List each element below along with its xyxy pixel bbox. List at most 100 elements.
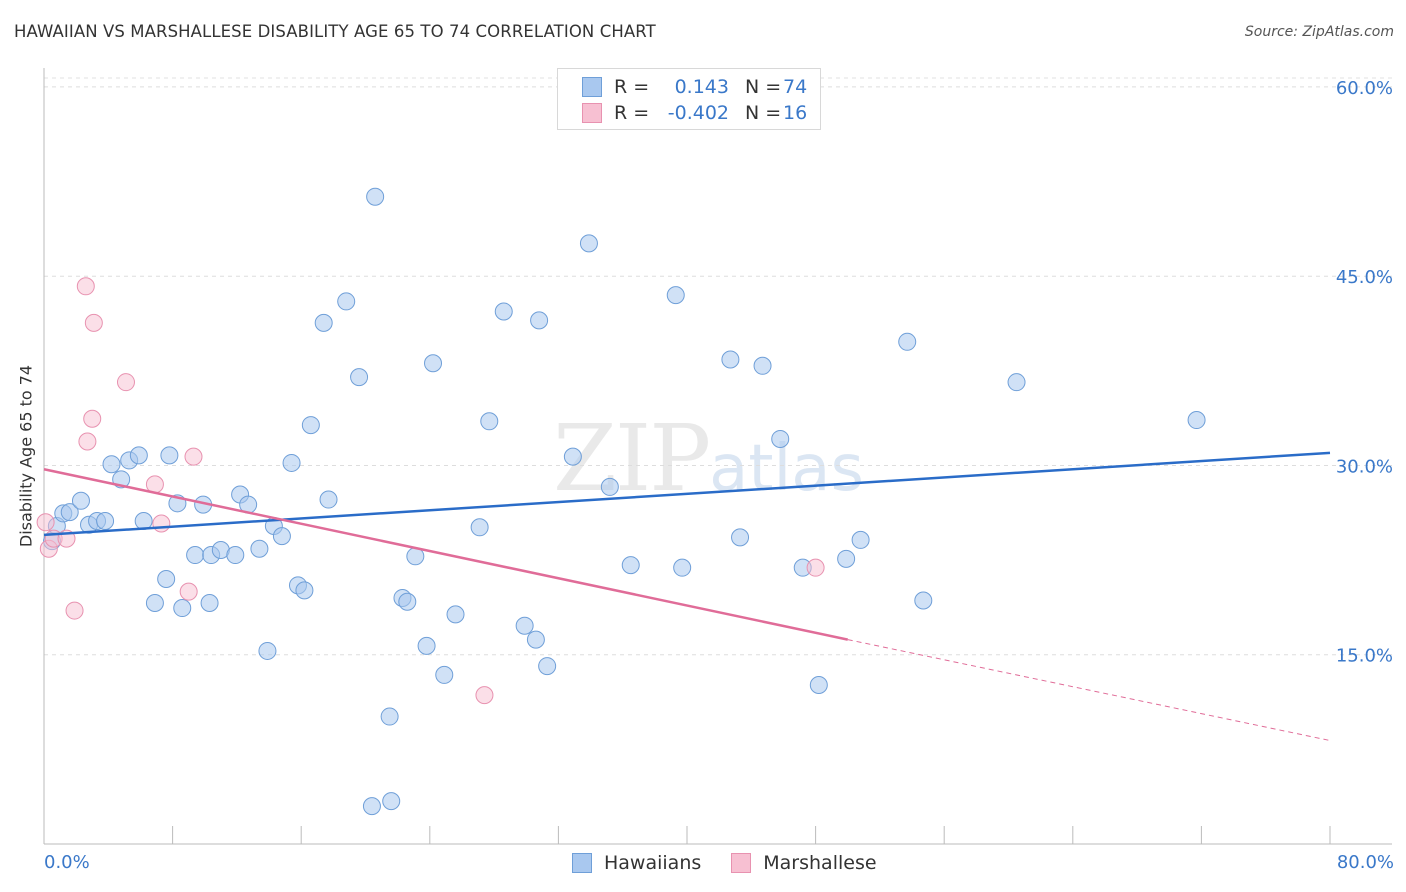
y-tick-label: 30.0% — [1336, 456, 1393, 477]
marshallese-point — [36, 513, 55, 532]
hawaiian-point — [563, 447, 582, 466]
hawaiian-point — [914, 591, 933, 610]
hawaiian-point — [898, 332, 917, 351]
hawaiian-point — [398, 592, 417, 611]
hawaiian-point — [282, 453, 301, 472]
hawaiian-point — [226, 546, 245, 565]
hawaiian-point — [526, 630, 545, 649]
hawaiian-point — [71, 491, 90, 510]
marshallese-point — [152, 514, 171, 533]
hawaiian-point — [337, 292, 356, 311]
hawaiian-point — [160, 446, 179, 465]
hawaiian-point — [301, 416, 320, 435]
y-tick-labels: 15.0% 30.0% 45.0% 60.0% — [1336, 78, 1393, 667]
hawaiian-point — [186, 546, 205, 565]
hawaiian-point — [515, 616, 534, 635]
legend-n-label: N = — [745, 76, 782, 98]
legend-swatch-hawaiians — [572, 853, 592, 873]
marshallese-trend-extension — [847, 639, 1331, 742]
legend-label-hawaiians: Hawaiians — [604, 852, 702, 874]
hawaiian-point — [350, 368, 369, 387]
marshallese-point — [76, 277, 95, 296]
marshallese-point — [179, 582, 198, 601]
hawaiians-trend-line — [43, 451, 1331, 537]
legend-n-value: 16 — [783, 102, 808, 124]
hawaiian-point — [435, 665, 454, 684]
marshallese-point — [65, 601, 84, 620]
legend-label-marshallese: Marshallese — [763, 852, 877, 874]
hawaiian-point — [480, 412, 499, 431]
y-tick-label: 45.0% — [1336, 267, 1393, 288]
legend-r-value: 0.143 — [674, 76, 729, 98]
hawaiian-point — [470, 518, 489, 537]
correlation-legend: R = 0.143 N = 74 R = -0.402 N = 16 — [557, 68, 821, 130]
trend-lines — [43, 451, 1331, 742]
legend-row-marshallese: R = -0.402 N = 16 — [582, 101, 807, 125]
hawaiian-point — [145, 593, 164, 612]
source-label: Source: ZipAtlas.com — [1244, 24, 1394, 40]
hawaiian-point — [731, 528, 750, 547]
legend-r-label: R = — [614, 102, 650, 124]
hawaiian-point — [96, 511, 115, 530]
hawaiian-point — [494, 302, 513, 321]
hawaiian-point — [173, 599, 192, 618]
marshallese-trend-line — [43, 468, 849, 641]
marshallese-point — [806, 558, 825, 577]
series-legend: Hawaiians Marshallese — [572, 852, 907, 874]
axes — [43, 68, 1392, 845]
legend-n-label: N = — [745, 102, 782, 124]
legend-n-value: 74 — [783, 76, 808, 98]
x-tick-label-min: 0.0% — [44, 852, 90, 873]
chart-title: HAWAIIAN VS MARSHALLESE DISABILITY AGE 6… — [14, 22, 656, 41]
hawaiian-point — [666, 286, 685, 305]
hawaiian-point — [319, 490, 338, 509]
hawaiian-point — [295, 581, 314, 600]
hawaiian-point — [60, 503, 79, 522]
hawaiian-point — [200, 593, 219, 612]
hawaiian-point — [837, 549, 856, 568]
hawaiian-point — [771, 429, 790, 448]
legend-item-hawaiians: Hawaiians — [572, 852, 701, 874]
hawaiian-point — [258, 641, 277, 660]
marshallese-point — [116, 373, 135, 392]
legend-swatch-marshallese — [582, 103, 602, 123]
marshallese-point — [83, 409, 102, 428]
hawaiian-point — [157, 570, 176, 589]
marshallese-point — [78, 432, 97, 451]
hawaiian-point — [102, 455, 121, 474]
hawaiian-point — [1007, 373, 1026, 392]
hawaiian-point — [272, 527, 291, 546]
y-tick-label: 60.0% — [1336, 78, 1393, 99]
hawaiian-point — [382, 792, 401, 811]
x-tick-label-max: 80.0% — [1336, 852, 1394, 873]
marshallese-point — [184, 447, 203, 466]
hawaiian-point — [851, 530, 870, 549]
grid — [44, 77, 1392, 656]
hawaiian-point — [579, 234, 598, 253]
legend-item-marshallese: Marshallese — [731, 852, 877, 874]
hawaiian-point — [446, 605, 465, 624]
legend-swatch-marshallese — [731, 853, 752, 873]
y-tick-label: 15.0% — [1336, 646, 1393, 667]
marshallese-point — [84, 313, 103, 332]
hawaiian-point — [721, 350, 740, 369]
legend-r-value: -0.402 — [667, 102, 729, 124]
hawaiian-point — [314, 313, 333, 332]
legend-swatch-hawaiians — [582, 77, 602, 97]
hawaiian-point — [250, 539, 269, 558]
hawaiian-point — [366, 187, 385, 206]
hawaiian-point — [538, 657, 557, 676]
hawaiian-point — [809, 676, 828, 695]
hawaiian-point — [600, 477, 619, 496]
legend-r-label: R = — [614, 76, 650, 98]
hawaiian-point — [380, 707, 399, 726]
hawaiian-point — [1187, 411, 1206, 430]
hawaiian-point — [621, 556, 640, 575]
marshallese-point — [475, 686, 494, 705]
legend-row-hawaiians: R = 0.143 N = 74 — [582, 75, 807, 99]
hawaiian-point — [673, 558, 692, 577]
hawaiian-point — [530, 311, 549, 330]
hawaiian-point — [417, 636, 436, 655]
hawaiian-point — [129, 446, 148, 465]
